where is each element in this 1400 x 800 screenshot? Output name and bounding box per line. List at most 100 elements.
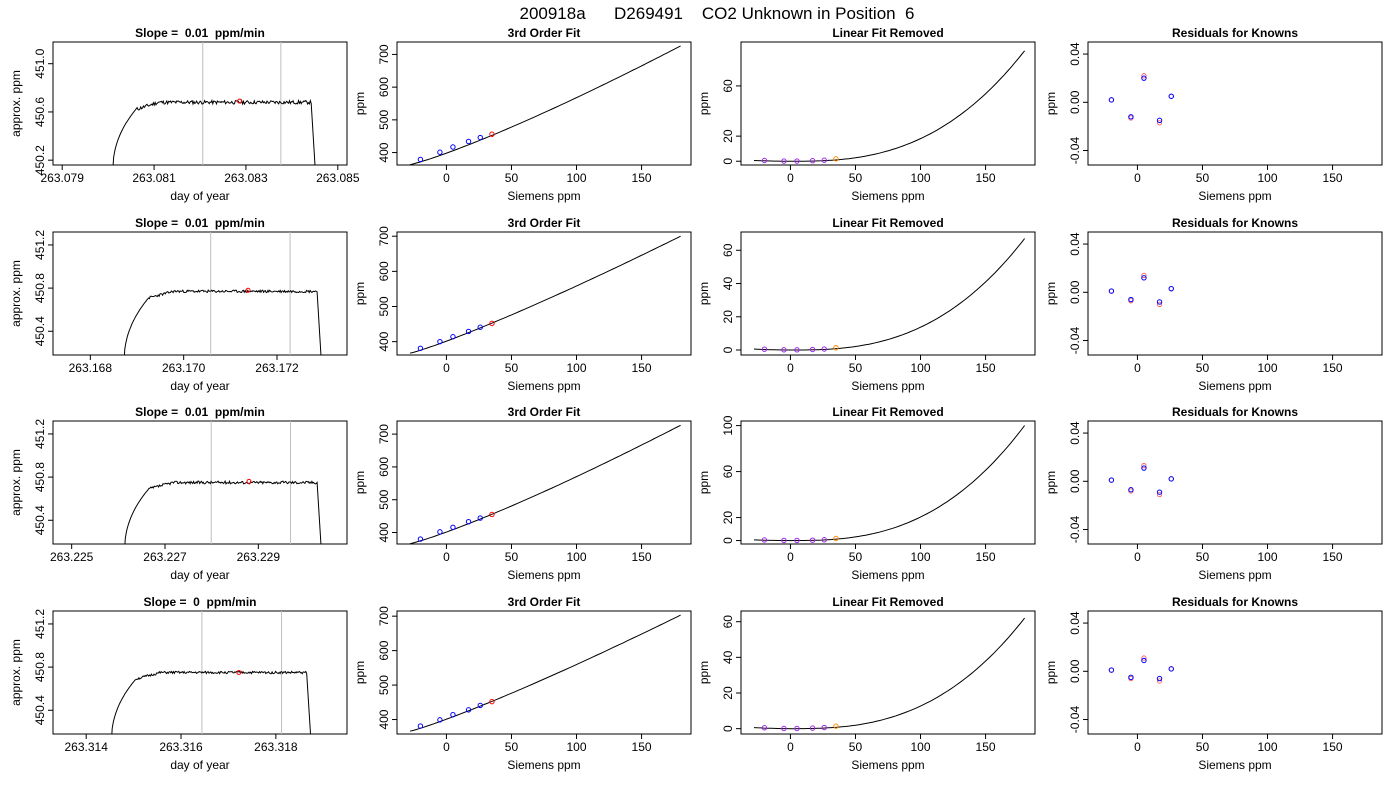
known-point [809,537,816,543]
x-tick-label: 100 [567,171,587,185]
known-point [477,515,483,521]
x-tick-label: 100 [911,171,931,185]
y-axis-label: ppm [353,92,367,115]
signal-trace [123,289,322,355]
residual-curve [753,50,1025,162]
x-tick-label: 50 [505,740,519,754]
known-point [465,707,472,713]
x-tick-label: 50 [1196,171,1210,185]
residual-point-alt [1156,301,1163,307]
plot-frame [740,420,1036,545]
known-point [450,524,456,530]
x-tick-label: 0 [1134,361,1141,375]
residual-point [1108,667,1115,673]
x-tick-label: 263.314 [64,740,108,754]
unknown-point [489,131,495,137]
x-tick-label: 0 [443,361,450,375]
x-axis-label: Siemens ppm [851,189,924,203]
residual-point [1108,477,1115,483]
residual-point [1128,296,1134,303]
x-tick-label: 50 [849,550,863,564]
residual-point [1168,666,1174,672]
plot-frame [52,420,348,545]
y-axis-label: ppm [697,282,711,305]
x-tick-label: 50 [849,740,863,754]
residual-point [1156,117,1163,124]
plot-frame [396,41,692,166]
unknown-point [833,535,839,542]
plot-area [753,425,1025,544]
panel-title: Slope = 0.01 ppm/min [135,405,265,419]
x-tick-label: 263.318 [254,740,298,754]
x-tick-label: 50 [505,361,519,375]
panel-title: Residuals for Knowns [1172,595,1298,609]
panel-3-1: Slope = 0.01 ppm/min 263.225 263.227 263.22… [9,405,348,582]
known-point [794,158,800,164]
x-tick-label: 0 [443,171,450,185]
x-tick-label: 263.225 [50,550,94,564]
fit-curve [409,45,681,165]
panel-title: 3rd Order Fit [508,595,581,609]
y-tick-label: 0 [721,346,735,353]
residual-point [1141,275,1147,281]
x-tick-label: 100 [1258,740,1278,754]
panel-title: Residuals for Knowns [1172,216,1298,230]
panel-3-4: Residuals for Knowns 0 50 100 150 -0.04 0.00 0.… [1044,405,1383,582]
x-tick-label: 0 [787,550,794,564]
plot-frame [52,231,348,356]
x-tick-label: 100 [911,361,931,375]
plot-area [123,232,322,355]
x-tick-label: 263.170 [162,361,206,375]
known-point [781,537,787,544]
x-axis-label: Siemens ppm [851,379,924,393]
panel-title: Residuals for Knowns [1172,26,1298,40]
y-axis-label: ppm [1044,282,1058,305]
panels-grid: Slope = 0.01 ppm/min 263.079 263.081 263.08… [9,26,1383,772]
x-tick-label: 150 [1323,361,1343,375]
y-tick-label: 700 [377,226,391,246]
signal-trace [111,670,312,734]
x-axis-label: day of year [170,189,229,203]
y-tick-label: 700 [377,606,391,626]
y-axis-label: ppm [1044,92,1058,115]
plot-frame [1087,41,1383,166]
x-tick-label: 50 [849,171,863,185]
y-tick-label: 0.00 [1068,280,1082,304]
y-axis-label: ppm [353,282,367,305]
residual-point [1168,93,1174,99]
y-tick-label: 20 [721,129,735,143]
y-tick-label: 40 [721,650,735,664]
plot-area [409,614,681,732]
residual-point [1141,75,1147,81]
y-tick-label: 600 [377,457,391,477]
y-axis-label: approx. ppm [9,260,23,327]
x-tick-label: 50 [1196,361,1210,375]
x-tick-label: 150 [632,361,652,375]
x-tick-label: 263.168 [69,361,113,375]
x-tick-label: 263.081 [132,171,176,185]
known-point [761,537,768,543]
plot-area [753,617,1025,732]
known-point [761,725,768,731]
x-tick-label: 150 [632,171,652,185]
y-tick-label: -0.04 [1068,137,1082,165]
y-axis-label: ppm [697,661,711,684]
y-tick-label: 600 [377,640,391,660]
plot-frame [740,41,1036,166]
x-tick-label: 0 [787,740,794,754]
y-tick-label: 450.8 [33,273,47,303]
residual-point [1108,97,1115,103]
panel-1-3: Linear Fit Removed 0 50 100 150 0 20 60 Siemens … [697,26,1036,203]
x-tick-label: 150 [1323,171,1343,185]
y-tick-label: 451.2 [33,230,47,260]
y-tick-label: 400 [377,522,391,542]
y-tick-label: 60 [721,243,735,257]
x-tick-label: 100 [567,550,587,564]
known-point [437,529,443,535]
known-point [761,157,768,164]
x-tick-label: 100 [567,740,587,754]
plot-frame [396,610,692,735]
known-point [794,725,800,732]
x-tick-label: 150 [976,361,996,375]
y-tick-label: 40 [721,277,735,291]
